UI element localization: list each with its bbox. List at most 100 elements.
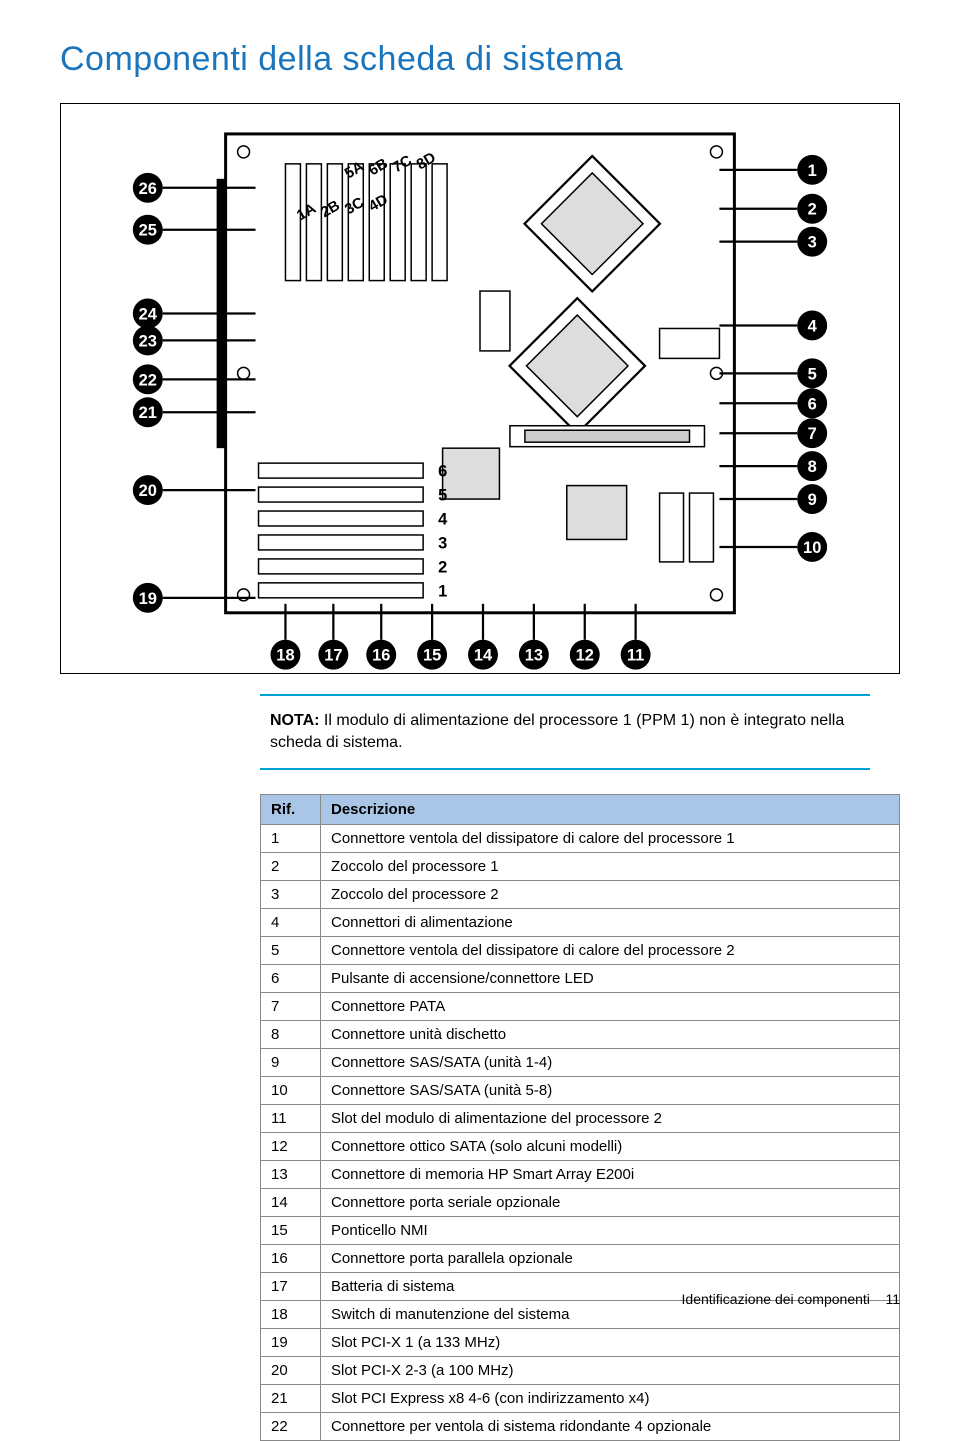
svg-text:4: 4 [438,510,448,528]
diagram-container: 5A6B7C8D1A2B3C4D654321262524232221201912… [60,103,900,674]
svg-text:8: 8 [808,458,817,476]
svg-text:1: 1 [808,162,817,180]
cell-ref: 19 [261,1329,321,1357]
table-row: 16Connettore porta parallela opzionale [261,1245,900,1273]
table-body: 1Connettore ventola del dissipatore di c… [261,825,900,1441]
svg-text:19: 19 [139,590,157,608]
table-header-row: Rif. Descrizione [261,795,900,825]
svg-text:2: 2 [808,201,817,219]
svg-text:10: 10 [803,539,821,557]
cell-desc: Zoccolo del processore 1 [321,853,900,881]
table-row: 2Zoccolo del processore 1 [261,853,900,881]
cell-ref: 15 [261,1217,321,1245]
cell-desc: Connettore unità dischetto [321,1021,900,1049]
cell-desc: Connettori di alimentazione [321,909,900,937]
table-row: 8Connettore unità dischetto [261,1021,900,1049]
table-row: 19Slot PCI-X 1 (a 133 MHz) [261,1329,900,1357]
footer-section: Identificazione dei componenti [682,1291,870,1307]
cell-ref: 11 [261,1105,321,1133]
cell-desc: Connettore SAS/SATA (unità 5-8) [321,1077,900,1105]
svg-text:25: 25 [139,222,157,240]
page-footer: Identificazione dei componenti 11 [682,1291,900,1307]
svg-text:4: 4 [808,317,818,335]
svg-text:16: 16 [372,647,390,665]
table-row: 10Connettore SAS/SATA (unità 5-8) [261,1077,900,1105]
cell-desc: Slot PCI-X 2-3 (a 100 MHz) [321,1357,900,1385]
motherboard-diagram: 5A6B7C8D1A2B3C4D654321262524232221201912… [60,103,900,674]
svg-text:26: 26 [139,180,157,198]
svg-text:13: 13 [525,647,543,665]
table-row: 11Slot del modulo di alimentazione del p… [261,1105,900,1133]
components-table: Rif. Descrizione 1Connettore ventola del… [260,794,900,1441]
svg-text:12: 12 [576,647,594,665]
svg-text:24: 24 [139,305,158,323]
cell-ref: 2 [261,853,321,881]
svg-text:5: 5 [438,487,447,505]
cell-ref: 6 [261,965,321,993]
svg-text:18: 18 [276,647,294,665]
table-row: 20Slot PCI-X 2-3 (a 100 MHz) [261,1357,900,1385]
svg-text:6: 6 [438,463,447,481]
col-desc: Descrizione [321,795,900,825]
table-row: 14Connettore porta seriale opzionale [261,1189,900,1217]
cell-desc: Slot PCI Express x8 4-6 (con indirizzame… [321,1385,900,1413]
table-row: 3Zoccolo del processore 2 [261,881,900,909]
cell-ref: 13 [261,1161,321,1189]
cell-desc: Ponticello NMI [321,1217,900,1245]
svg-text:3: 3 [438,534,447,552]
col-ref: Rif. [261,795,321,825]
svg-text:2: 2 [438,558,447,576]
cell-desc: Pulsante di accensione/connettore LED [321,965,900,993]
cell-desc: Zoccolo del processore 2 [321,881,900,909]
svg-text:22: 22 [139,371,157,389]
svg-text:17: 17 [324,647,342,665]
table-row: 5Connettore ventola del dissipatore di c… [261,937,900,965]
cell-ref: 18 [261,1301,321,1329]
cell-ref: 16 [261,1245,321,1273]
table-row: 7Connettore PATA [261,993,900,1021]
cell-ref: 21 [261,1385,321,1413]
note-label: NOTA: [270,712,319,729]
cell-desc: Slot PCI-X 1 (a 133 MHz) [321,1329,900,1357]
svg-text:9: 9 [808,491,817,509]
cell-ref: 1 [261,825,321,853]
svg-text:7: 7 [808,425,817,443]
cell-desc: Connettore ventola del dissipatore di ca… [321,937,900,965]
svg-text:20: 20 [139,482,157,500]
table-row: 6Pulsante di accensione/connettore LED [261,965,900,993]
svg-text:11: 11 [627,647,644,665]
cell-desc: Connettore porta seriale opzionale [321,1189,900,1217]
cell-ref: 9 [261,1049,321,1077]
cell-desc: Connettore ventola del dissipatore di ca… [321,825,900,853]
cell-desc: Slot del modulo di alimentazione del pro… [321,1105,900,1133]
svg-text:1: 1 [438,582,447,600]
svg-text:21: 21 [139,404,157,422]
table-row: 4Connettori di alimentazione [261,909,900,937]
footer-page: 11 [885,1291,900,1307]
cell-desc: Connettore SAS/SATA (unità 1-4) [321,1049,900,1077]
cell-ref: 12 [261,1133,321,1161]
cell-desc: Connettore per ventola di sistema ridond… [321,1413,900,1441]
svg-text:23: 23 [139,332,157,350]
cell-ref: 10 [261,1077,321,1105]
svg-text:6: 6 [808,395,817,413]
svg-text:3: 3 [808,234,817,252]
table-row: 15Ponticello NMI [261,1217,900,1245]
cell-desc: Connettore di memoria HP Smart Array E20… [321,1161,900,1189]
table-row: 9Connettore SAS/SATA (unità 1-4) [261,1049,900,1077]
cell-ref: 7 [261,993,321,1021]
table-row: 21Slot PCI Express x8 4-6 (con indirizza… [261,1385,900,1413]
cell-ref: 14 [261,1189,321,1217]
svg-text:5: 5 [808,365,817,383]
table-row: 1Connettore ventola del dissipatore di c… [261,825,900,853]
table-row: 12Connettore ottico SATA (solo alcuni mo… [261,1133,900,1161]
cell-desc: Connettore PATA [321,993,900,1021]
note-block: NOTA: Il modulo di alimentazione del pro… [260,694,870,771]
cell-ref: 5 [261,937,321,965]
cell-ref: 20 [261,1357,321,1385]
cell-desc: Connettore ottico SATA (solo alcuni mode… [321,1133,900,1161]
page-title: Componenti della scheda di sistema [60,40,900,79]
cell-ref: 3 [261,881,321,909]
cell-ref: 4 [261,909,321,937]
svg-text:15: 15 [423,647,441,665]
